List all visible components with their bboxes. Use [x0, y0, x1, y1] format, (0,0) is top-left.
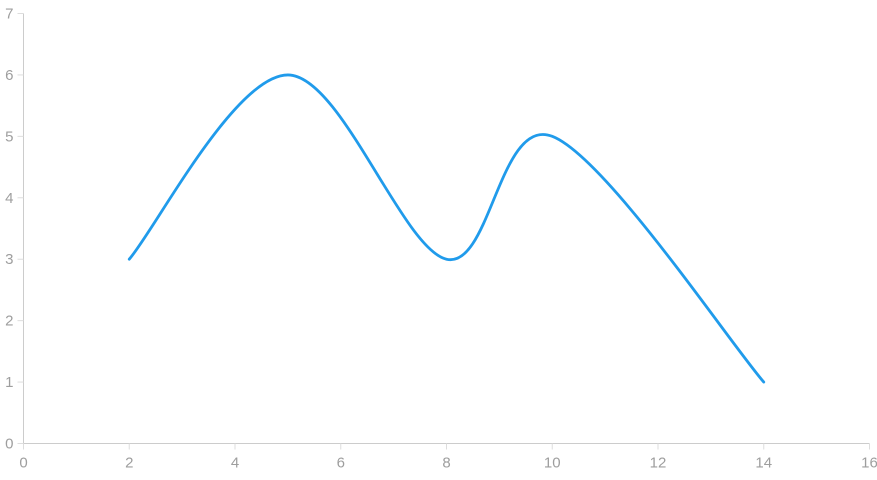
y-tick-label: 2	[5, 313, 13, 330]
y-tick-label: 4	[5, 190, 13, 207]
x-tick-label: 10	[544, 455, 561, 472]
x-tick-label: 12	[650, 455, 667, 472]
series-line	[127, 73, 766, 384]
y-tick-label: 5	[5, 128, 13, 145]
x-tick-label: 16	[861, 455, 877, 472]
x-tick-label: 8	[442, 455, 450, 472]
y-tick-label: 1	[5, 374, 13, 391]
x-tick-label: 14	[755, 455, 772, 472]
x-tick-label: 4	[231, 455, 239, 472]
x-tick-label: 2	[125, 455, 133, 472]
y-tick-label: 6	[5, 67, 13, 84]
x-tick-label: 0	[19, 455, 27, 472]
y-tick-label: 3	[5, 251, 13, 268]
x-tick-label: 6	[337, 455, 345, 472]
y-tick-label: 0	[5, 436, 13, 453]
y-tick-label: 7	[5, 6, 13, 23]
